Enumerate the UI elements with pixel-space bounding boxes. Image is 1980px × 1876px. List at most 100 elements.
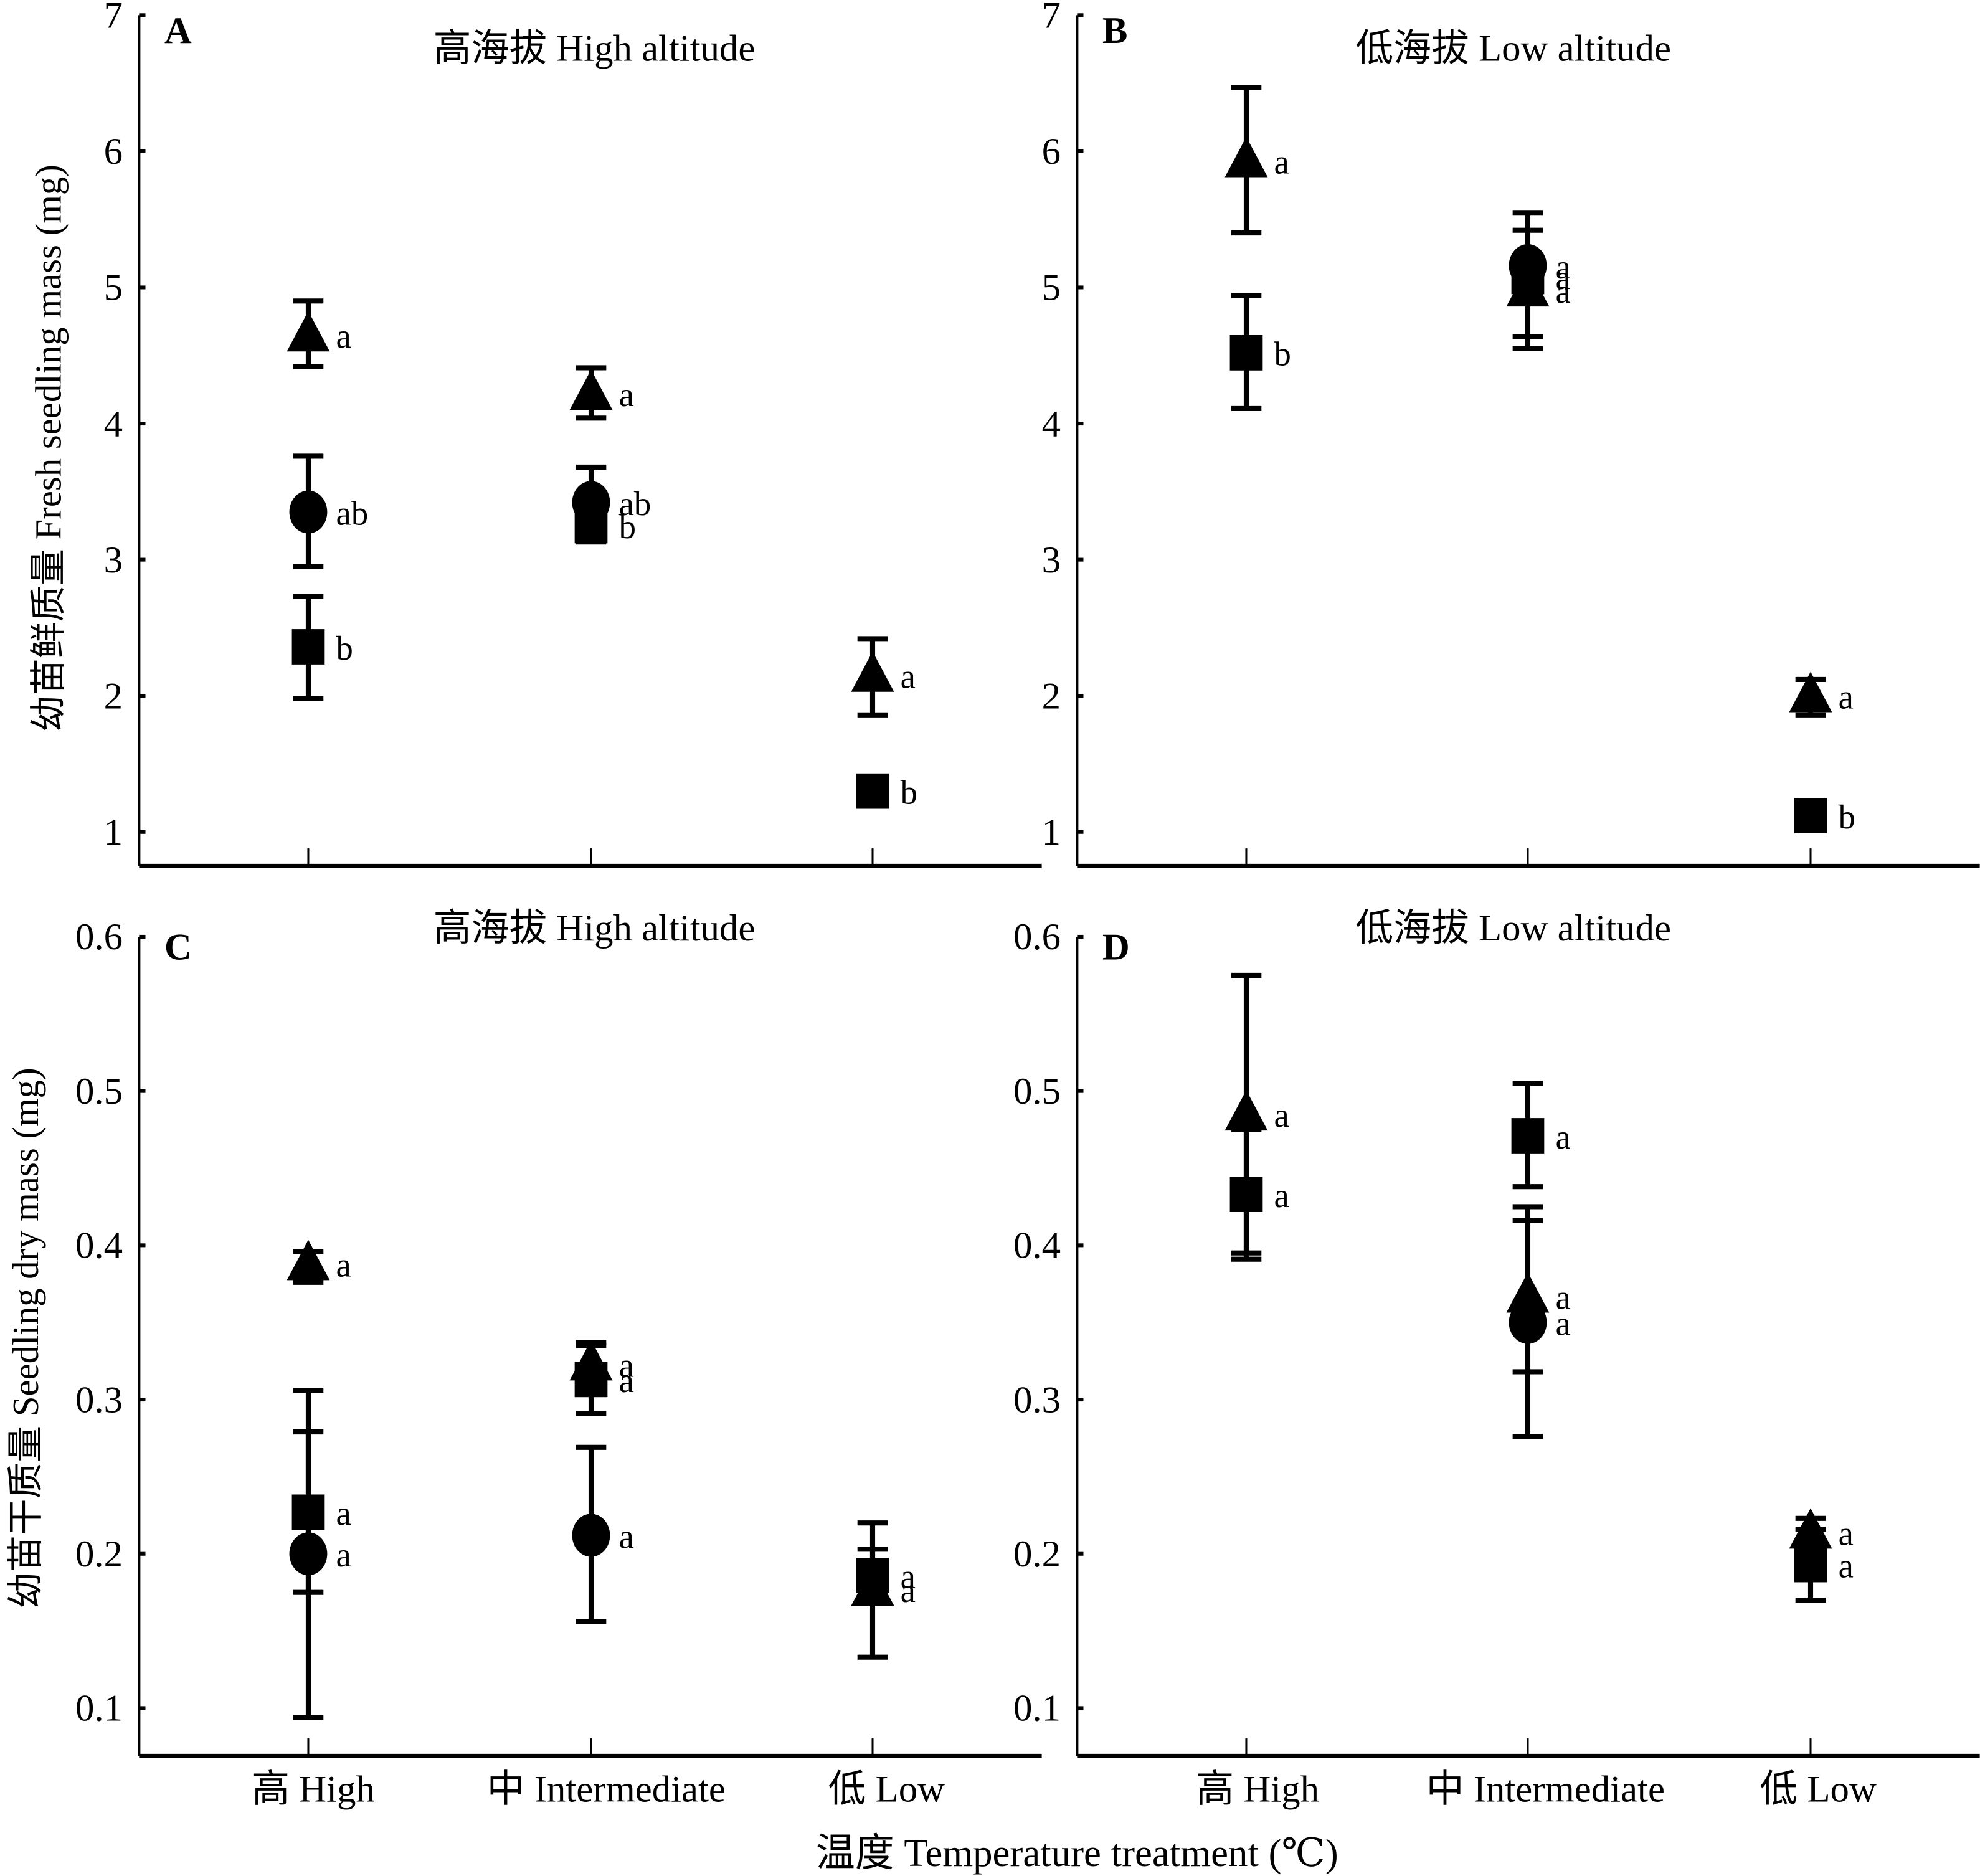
significance-letter: a <box>336 1536 351 1574</box>
y-tick-label: 6 <box>104 131 123 173</box>
triangle-marker <box>569 369 613 410</box>
panel-label: B <box>1102 10 1128 52</box>
significance-letter: ab <box>619 485 651 523</box>
significance-letter: a <box>1556 1278 1571 1316</box>
y-tick-label: 2 <box>1042 675 1061 717</box>
y-tick-label: 5 <box>1042 267 1061 309</box>
data-point-triangle: a <box>1224 972 1289 1256</box>
x-tick-label-c-high: 高 High <box>252 1768 375 1810</box>
data-point-square: b <box>291 594 353 701</box>
x-tick-label-d-intermediate: 中 Intermediate <box>1426 1768 1665 1810</box>
data-point-triangle: a <box>287 298 351 369</box>
significance-letter: a <box>619 1517 634 1555</box>
significance-letter: a <box>1274 143 1289 181</box>
data-point-triangle: a <box>1224 85 1289 236</box>
y-tick-label: 0.6 <box>1013 916 1061 958</box>
x-tick-label-c-low: 低 Low <box>828 1768 945 1810</box>
y-tick-label: 0.3 <box>75 1379 123 1421</box>
panel-c: 0.10.20.30.40.50.6 C 高海拔 High altitudeaaaa… <box>75 907 1042 1758</box>
significance-letter: a <box>336 317 351 355</box>
y-tick-label: 0.5 <box>1013 1071 1061 1112</box>
data-point-square: a <box>574 1343 634 1416</box>
panel-title: 低海拔 Low altitude <box>1355 907 1671 949</box>
square-marker <box>1794 798 1827 833</box>
triangle-marker <box>287 1239 330 1281</box>
significance-letter: a <box>1556 1118 1571 1156</box>
y-tick-label: 0.1 <box>1013 1688 1061 1730</box>
y-tick-label: 0.2 <box>75 1533 123 1575</box>
data-point-triangle: a <box>1506 1218 1571 1375</box>
y-tick-label: 1 <box>104 812 123 853</box>
square-marker <box>1511 1118 1545 1154</box>
circle-marker <box>572 1514 610 1557</box>
triangle-marker <box>1789 671 1832 713</box>
square-marker <box>574 1362 608 1398</box>
data-point-circle: ab <box>289 453 368 569</box>
data-point-square: b <box>574 505 636 546</box>
significance-letter: a <box>1839 1514 1854 1552</box>
data-point-square: a <box>1229 1127 1289 1262</box>
y-tick-label: 3 <box>104 539 123 581</box>
significance-letter: a <box>1556 272 1571 310</box>
significance-letter: a <box>1556 1304 1571 1342</box>
y-axis-label-dry: 幼苗干质量 Seedling dry mass (mg) <box>6 1068 46 1608</box>
significance-letter: a <box>1556 248 1571 286</box>
significance-letter: a <box>619 376 634 414</box>
triangle-marker <box>851 651 894 692</box>
square-marker <box>291 1494 325 1530</box>
significance-letter: a <box>1839 1547 1854 1585</box>
circle-marker <box>1509 1300 1547 1344</box>
data-point-square: b <box>1794 798 1855 836</box>
panel-label: C <box>164 926 192 968</box>
x-tick-label-d-low: 低 Low <box>1760 1768 1877 1810</box>
significance-letter: a <box>336 1494 351 1532</box>
y-tick-label: 5 <box>104 267 123 309</box>
data-point-triangle: a <box>1789 671 1854 718</box>
y-tick-label: 4 <box>1042 403 1061 445</box>
y-tick-label: 0.4 <box>1013 1225 1061 1267</box>
panel-d: 0.10.20.30.40.50.6 D 低海拔 Low altitudeaaaaa… <box>1013 907 1980 1758</box>
significance-letter: b <box>336 629 353 667</box>
y-tick-label: 7 <box>104 0 123 37</box>
y-tick-label: 0.6 <box>75 916 123 958</box>
panel-label: A <box>164 10 192 52</box>
panel-label: D <box>1102 926 1130 968</box>
significance-letter: a <box>336 1246 351 1284</box>
significance-letter: b <box>1839 798 1855 836</box>
data-point-square: a <box>291 1429 351 1595</box>
y-tick-label: 0.1 <box>75 1688 123 1730</box>
y-tick-label: 6 <box>1042 131 1061 173</box>
significance-letter: b <box>1274 335 1291 373</box>
significance-letter: a <box>901 1558 916 1596</box>
data-point-square: a <box>856 1547 916 1603</box>
significance-letter: a <box>1556 258 1571 296</box>
data-point-triangle: a <box>851 636 916 718</box>
data-point-square: b <box>1229 293 1291 412</box>
significance-letter: a <box>901 658 916 696</box>
y-tick-label: 0.5 <box>75 1071 123 1112</box>
significance-letter: a <box>619 1346 634 1384</box>
square-marker <box>291 629 325 665</box>
y-axis-label-fresh: 幼苗鲜质量 Fresh seedling mass (mg) <box>29 164 69 732</box>
panel-title: 高海拔 High altitude <box>433 907 756 949</box>
significance-letter: b <box>619 508 636 546</box>
triangle-marker <box>1224 136 1268 178</box>
triangle-marker <box>1224 1090 1268 1131</box>
significance-letter: a <box>1274 1177 1289 1215</box>
data-point-circle: a <box>572 1444 634 1624</box>
data-point-triangle: a <box>569 365 634 421</box>
x-axis-label: 温度 Temperature treatment (℃) <box>816 1831 1338 1875</box>
square-marker <box>574 508 608 544</box>
significance-letter: a <box>1274 1096 1289 1134</box>
square-marker <box>1229 1177 1263 1212</box>
data-point-square: b <box>856 773 917 811</box>
significance-letter: b <box>901 773 917 811</box>
data-point-square: a <box>1511 227 1571 339</box>
panel-title: 高海拔 High altitude <box>433 27 756 69</box>
x-tick-label-d-high: 高 High <box>1196 1768 1319 1810</box>
y-tick-label: 0.4 <box>75 1225 123 1267</box>
data-point-circle: a <box>289 1388 351 1720</box>
